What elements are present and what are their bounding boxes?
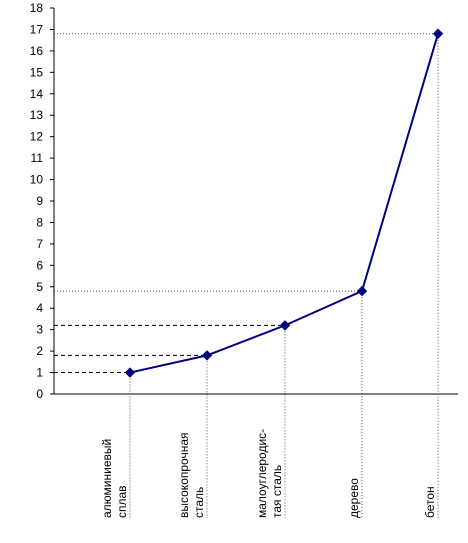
y-tick-label: 13	[30, 108, 44, 122]
y-tick-label: 0	[36, 387, 43, 401]
data-point-marker	[432, 28, 444, 39]
y-tick-label: 9	[36, 194, 43, 208]
category-label: малоуглеродис-	[255, 429, 269, 518]
category-labels: алюминиевый сплав высокопрочная сталь малоуг…	[100, 429, 437, 518]
y-tick-label: 1	[36, 366, 43, 380]
category-label: тая сталь	[270, 465, 284, 518]
y-tick-label: 16	[30, 44, 44, 58]
y-tick-label: 15	[30, 65, 44, 79]
y-tick-label: 8	[36, 215, 43, 229]
guide-lines	[54, 33, 439, 518]
category-label: высокопрочная	[177, 433, 191, 519]
y-tick-label: 12	[30, 130, 44, 144]
data-point-marker	[201, 350, 213, 361]
y-tick-label: 6	[36, 258, 43, 272]
y-tick-label: 18	[30, 1, 44, 15]
data-point-marker	[124, 367, 136, 378]
y-tick-label: 17	[30, 22, 44, 36]
data-point-marker	[279, 320, 291, 331]
y-tick-label: 10	[30, 173, 44, 187]
data-point-marker	[356, 285, 368, 297]
y-tick-label: 4	[36, 301, 43, 315]
y-tick-label: 11	[31, 151, 44, 165]
y-tick-label: 2	[36, 344, 43, 358]
y-tick-label: 7	[36, 237, 43, 251]
y-tick-label: 14	[30, 87, 44, 101]
category-label: алюминиевый	[100, 439, 114, 518]
series-line-group	[124, 28, 444, 378]
y-tick-label: 5	[36, 280, 43, 294]
category-label: дерево	[347, 478, 361, 518]
category-label: бетон	[423, 486, 437, 518]
y-tick-label: 3	[36, 323, 43, 337]
category-label: сплав	[115, 485, 129, 518]
category-label: сталь	[192, 487, 206, 518]
